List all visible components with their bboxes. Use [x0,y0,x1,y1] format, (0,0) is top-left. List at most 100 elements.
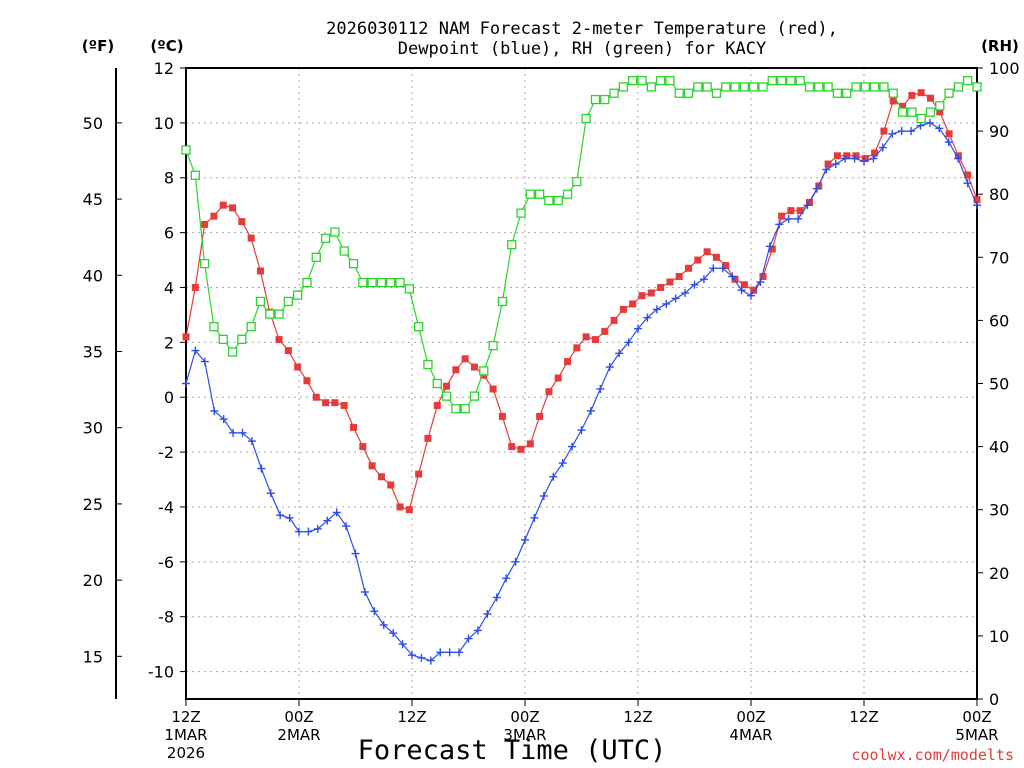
temperature-point [629,300,637,308]
dewpoint-point [907,127,916,136]
dewpoint-point [973,201,981,210]
dewpoint-point [803,201,812,210]
rh-point [600,94,610,105]
rh-point [553,195,563,206]
rh-point [274,309,284,319]
temperature-point [294,363,302,371]
rh-point [320,233,331,244]
dewpoint-point [313,524,322,533]
celsius-unit-label: (ºC) [150,37,183,55]
rh-point [702,82,712,92]
rh-point [311,252,321,262]
data-series [181,75,982,665]
rh-point [869,82,880,92]
temperature-point [182,333,190,341]
temperature-point [787,207,795,215]
temperature-point [647,289,655,297]
temperature-point [517,445,525,453]
celsius-tick-label: -6 [158,553,174,572]
rh-tick-label: 40 [989,438,1009,457]
temperature-point [619,305,627,313]
rh-point [628,75,638,86]
time-tick-label: 00Z [736,708,765,726]
dewpoint-point [634,324,642,333]
time-tick-label: 12Z [623,708,652,726]
rh-point [209,322,219,332]
rh-point [432,378,442,389]
rh-point [832,88,843,98]
temperature-point [238,218,246,226]
temperature-point [880,127,888,135]
fahrenheit-tick-label: 45 [83,190,103,209]
dewpoint-point [436,648,445,657]
temperature-point [657,283,665,291]
temperature-point [554,374,562,382]
temperature-point [564,358,572,366]
dewpoint-point [530,513,539,522]
dewpoint-point [483,609,492,618]
temperature-point [229,204,237,212]
dewpoint-point [492,593,501,602]
rh-point [423,359,433,370]
temperature-point [284,347,292,355]
dewpoint-point [586,406,595,415]
temperature-point [433,401,441,409]
dewpoint-point [841,154,850,163]
temperature-point [712,253,720,261]
dewpoint-point [342,522,351,531]
dewpoint-point [605,363,614,372]
rh-point [609,88,619,98]
temperature-point [908,91,916,99]
rh-tick-label: 20 [989,564,1009,583]
dewpoint-point [812,184,821,193]
celsius-tick-label: -8 [158,608,174,627]
celsius-axis-ticks: -10 -8 -6 -4 -2 0 2 4 6 8 10 12 [148,59,186,682]
site-credit: coolwx.com/modelts [851,746,1014,764]
dewpoint-point [897,127,906,136]
dewpoint-point [925,118,934,127]
temperature-point [796,207,804,215]
dewpoint-point [709,264,718,273]
temperature-point [219,201,227,209]
time-tick-label: 00Z [284,708,313,726]
rh-point [925,107,936,117]
dewpoint-point [643,313,652,322]
rh-point [879,82,889,92]
temperature-point [350,423,358,431]
rh-point [842,88,852,98]
dewpoint-point [370,607,379,616]
rh-point [953,82,964,92]
series-dewpoint [182,118,981,665]
rh-point [246,322,256,332]
rh-point [413,322,424,332]
temperature-point [750,286,758,294]
series-temperature [182,89,981,514]
temperature-point [778,212,786,220]
celsius-tick-label: 4 [164,278,174,297]
rh-point [376,277,387,288]
rh-point [972,82,982,92]
dewpoint-point [200,357,209,366]
rh-point [339,246,349,256]
rh-point [218,334,228,344]
rh-point [190,170,200,180]
x-axis-title: Forecast Time (UTC) [358,735,667,766]
dewpoint-point [690,280,699,289]
time-tick-label: 12Z [849,708,878,726]
temperature-point [638,292,646,300]
dewpoint-point [850,154,859,163]
temperature-point [768,245,776,253]
chart-title-line-1: 2026030112 NAM Forecast 2-meter Temperat… [326,19,838,39]
temperature-point [526,440,534,448]
temperature-point [899,102,907,110]
rh-point [404,284,414,294]
dewpoint-point [473,626,482,635]
dewpoint-point [332,508,341,517]
rh-point [544,195,554,206]
dewpoint-point [624,338,633,347]
rh-point [851,82,861,92]
fahrenheit-tick-label: 15 [83,647,103,666]
dewpoint-point [502,574,511,583]
rh-point [181,145,191,155]
dewpoint-point [511,557,520,566]
